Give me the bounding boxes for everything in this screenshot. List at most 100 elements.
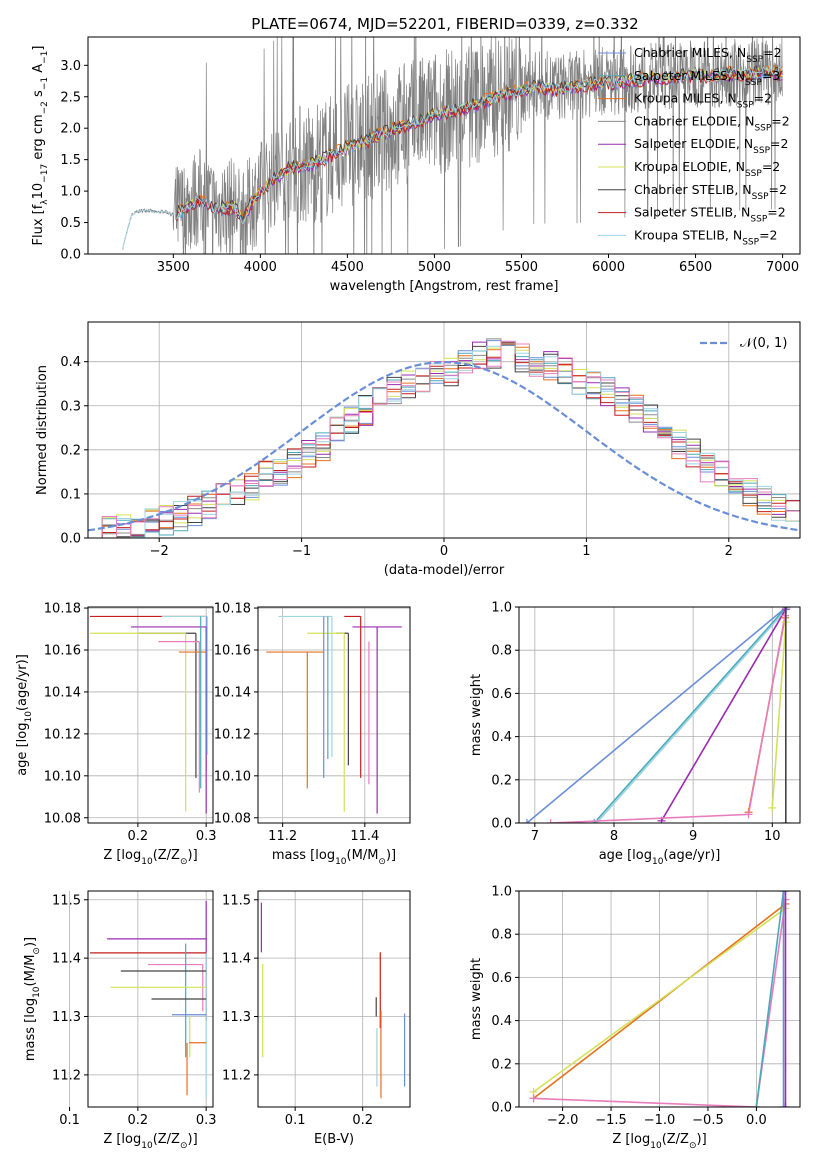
x-tick-label: 1	[582, 544, 590, 559]
legend-label: Kroupa ELODIE, NSSP=2	[634, 159, 780, 179]
legend-label-text: Kroupa ELODIE, N	[634, 159, 745, 174]
y-tick-label: 10.16	[44, 643, 81, 658]
y-tick-label: 1.5	[60, 153, 81, 168]
y-tick-label: 10.14	[214, 685, 251, 700]
legend-label-tail: =2	[763, 45, 781, 60]
weight-line	[593, 607, 788, 823]
plot-area	[122, 37, 783, 254]
y-tick-label: 11.5	[52, 893, 81, 908]
y-axis-label-part: (age/yr)]	[15, 654, 30, 711]
y-tick-label: 1.0	[491, 885, 512, 900]
x-axis-label-part: )]	[697, 1132, 707, 1147]
x-axis-label-part: (age/yr)]	[663, 848, 720, 863]
y-axis-label-part: 10	[24, 711, 34, 723]
y-tick-label: 0.8	[491, 644, 512, 659]
x-axis-label-part: ⊙	[180, 857, 188, 867]
x-tick-label: −1	[292, 544, 311, 559]
y-tick-label: 1.0	[60, 185, 81, 200]
spectrum-panel: 3500 4000 4500 5000 5500 6000 6500 7000 0.0 0.5 1.…	[31, 36, 801, 294]
error-point-salpeter-stelib	[344, 615, 362, 778]
legend-label-sub: SSP	[742, 237, 759, 247]
y-tick-label: 0.8	[491, 928, 512, 943]
plot-area	[88, 338, 800, 538]
age-vs-z-panel: 0.2 0.3 10.08 10.10 10.12 10.14 10.16 10.18 Z [l…	[15, 602, 217, 867]
legend-label-text: Salpeter MILES, N	[634, 68, 745, 83]
weight-line	[526, 607, 788, 823]
x-tick-label: 11.4	[350, 829, 379, 844]
y-tick-label: 2.5	[60, 90, 81, 105]
x-axis-label-part: ⊙	[378, 857, 386, 867]
weight-series-chabrier-stelib	[781, 607, 790, 823]
x-axis-label: Z [log10(Z/Z⊙)]	[103, 848, 197, 867]
error-point-salpeter-elodie	[131, 626, 207, 814]
y-tick-label: 10.12	[44, 727, 81, 742]
y-tick-label: 10.16	[214, 643, 251, 658]
x-axis-label-part: )]	[386, 848, 396, 863]
y-axis-label: Flux [fλ10−17 erg cm−2 s−1 A−1]	[31, 46, 50, 246]
y-tick-label: 11.2	[222, 1068, 251, 1083]
weight-line	[533, 899, 787, 1107]
y-axis-label-part: erg cm	[31, 114, 46, 163]
y-axis-label-part: s	[31, 90, 46, 101]
y-tick-label: 10.14	[44, 685, 81, 700]
x-axis-label-part: Z [log	[612, 1132, 650, 1147]
x-axis-label-part: age [log	[599, 848, 652, 863]
x-tick-label: −2.0	[547, 1113, 579, 1128]
axes-overlay: −2.0 −1.5 −1.0 −0.5 0.0 0.0 0.2 0.4 0.6 0.8 1.0 Z […	[469, 885, 801, 1151]
observed-spectrum	[122, 37, 783, 254]
y-tick-label: 11.3	[222, 1010, 251, 1025]
weight-line	[596, 608, 788, 823]
axes-overlay: 0.1 0.2 11.2 11.3 11.4 11.5 E(B-V)	[222, 890, 411, 1147]
legend-label-tail: =2	[759, 227, 777, 242]
y-tick-label: 10.18	[214, 602, 251, 617]
x-tick-label: 5000	[418, 260, 451, 275]
y-tick-label: 1.0	[491, 601, 512, 616]
legend-label: Salpeter MILES, NSSP=3	[634, 68, 780, 88]
histogram-pink	[88, 340, 800, 538]
legend-label: Chabrier ELODIE, NSSP=2	[634, 113, 790, 133]
legend-label-tail: =2	[770, 136, 788, 151]
y-axis-label-part: )]	[23, 937, 38, 947]
x-axis-label-part: 10	[335, 857, 347, 867]
legend-label-text: Chabrier ELODIE, N	[634, 113, 754, 128]
x-axis-label: E(B-V)	[314, 1132, 354, 1147]
x-axis-label-part: 10	[141, 857, 153, 867]
age-vs-mass-panel: 11.2 11.4 10.08 10.10 10.12 10.14 10.16 10.18 ma…	[214, 602, 411, 867]
y-tick-label: 11.3	[52, 1010, 81, 1025]
legend-label: Salpeter ELODIE, NSSP=2	[634, 136, 788, 156]
y-axis-label-part: Flux [f	[31, 204, 46, 245]
y-axis-label-part: −1	[40, 51, 50, 64]
error-point-salpeter-elodie	[352, 626, 402, 814]
x-axis-label-part: Z [log	[103, 848, 141, 863]
x-tick-label: 0.3	[196, 829, 217, 844]
y-axis-label-part: 10	[32, 986, 42, 998]
y-axis-label-part: 10	[31, 183, 46, 200]
legend-label-text: Salpeter STELIB, N	[634, 205, 750, 220]
x-axis-label-part: 10	[141, 1141, 153, 1151]
x-tick-label: 0.0	[746, 1113, 767, 1128]
weight-line	[550, 615, 786, 823]
x-tick-label: 5500	[505, 260, 538, 275]
y-axis-label-part: λ	[40, 199, 50, 205]
plot-area	[266, 615, 402, 814]
weight-series-salpeter-elodie	[657, 607, 790, 823]
y-tick-label: 0.4	[60, 355, 81, 370]
legend-label: Kroupa MILES, NSSP=2	[634, 91, 772, 111]
legend-label-tail: =3	[762, 68, 780, 83]
y-axis-label: Normed distribution	[35, 365, 50, 495]
y-tick-label: 3.0	[60, 59, 81, 74]
y-tick-label: 0.0	[60, 532, 81, 547]
legend-label-sub: SSP	[753, 146, 770, 156]
x-tick-label: −1.5	[595, 1113, 627, 1128]
error-point-kroupa-elodie	[307, 632, 345, 812]
figure-title: PLATE=0674, MJD=52201, FIBERID=0339, z=0…	[251, 15, 638, 33]
weight-line	[533, 903, 786, 1100]
weight-series-salpeter-elodie	[781, 891, 790, 1107]
y-axis-label: mass weight	[469, 958, 484, 1040]
plot-area	[90, 615, 208, 814]
y-tick-label: 11.5	[222, 893, 251, 908]
y-tick-label: 0.2	[60, 443, 81, 458]
